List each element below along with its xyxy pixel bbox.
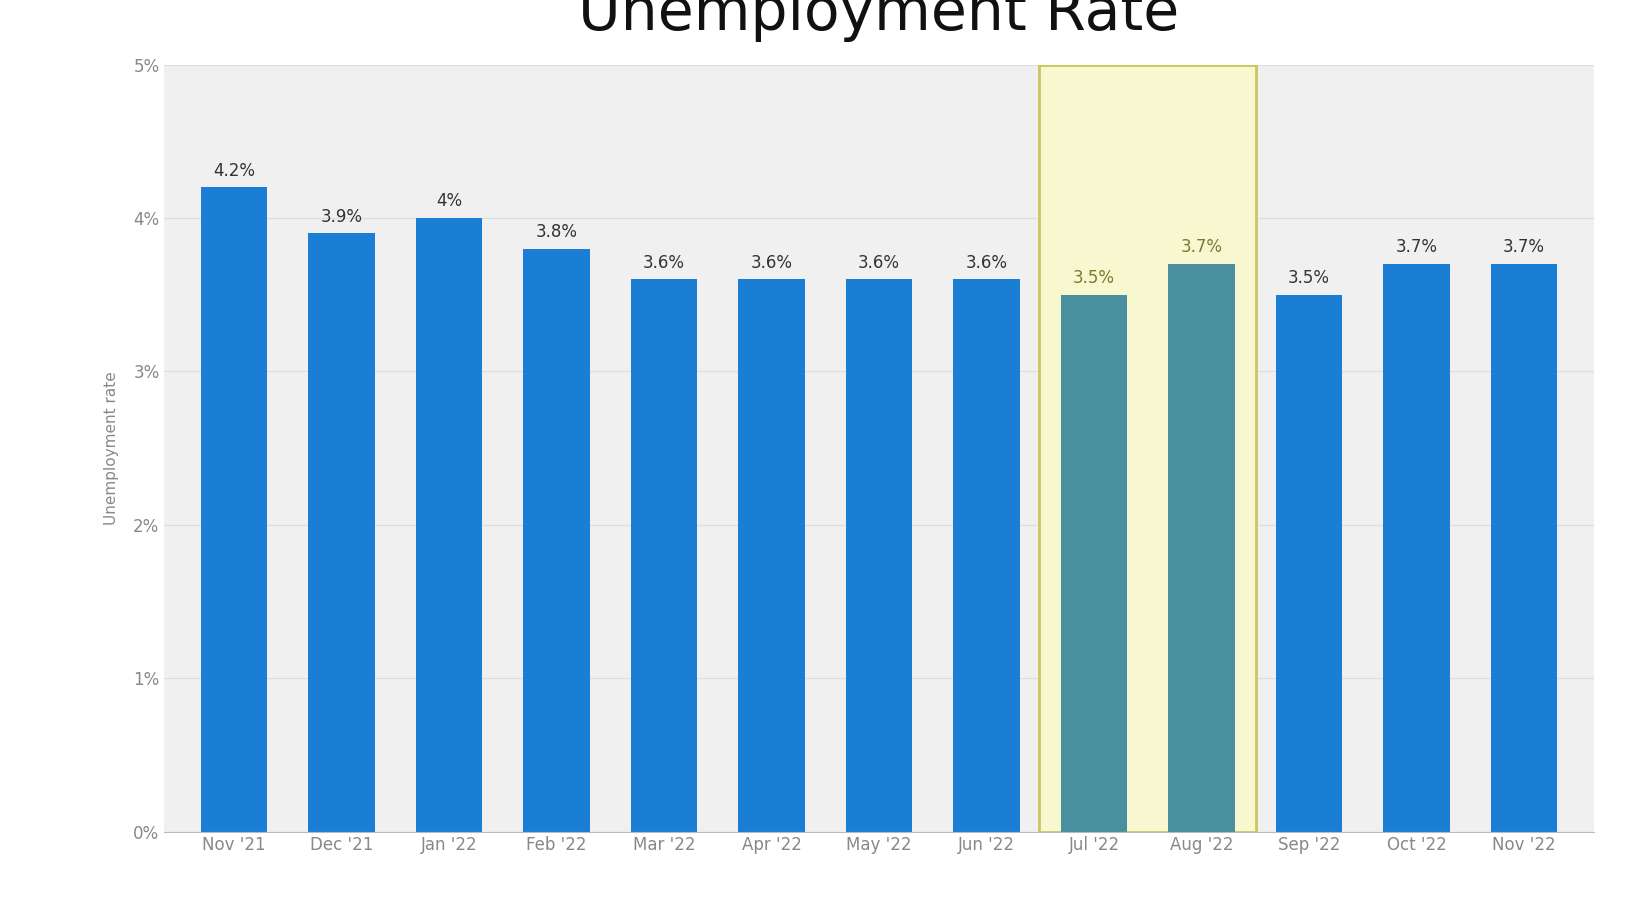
Bar: [200, 188, 268, 832]
Bar: [1490, 264, 1558, 832]
Text: 4%: 4%: [435, 192, 462, 211]
Title: Unemployment Rate: Unemployment Rate: [578, 0, 1180, 42]
Text: 3.6%: 3.6%: [966, 254, 1007, 272]
Text: 3.7%: 3.7%: [1180, 238, 1222, 256]
Text: 3.7%: 3.7%: [1395, 238, 1438, 256]
Bar: [1038, 65, 1257, 832]
Bar: [1061, 295, 1127, 832]
Bar: [416, 218, 483, 832]
Text: 3.9%: 3.9%: [320, 208, 363, 225]
Y-axis label: Unemployment rate: Unemployment rate: [104, 371, 120, 525]
Text: 3.5%: 3.5%: [1073, 269, 1116, 287]
Bar: [631, 279, 697, 832]
Text: 3.6%: 3.6%: [642, 254, 685, 272]
Text: 4.2%: 4.2%: [214, 162, 255, 179]
Bar: [1383, 264, 1449, 832]
Bar: [1168, 264, 1236, 832]
Bar: [846, 279, 912, 832]
Text: 3.8%: 3.8%: [536, 223, 578, 241]
Bar: [522, 249, 590, 832]
Bar: [738, 279, 805, 832]
Bar: [309, 234, 375, 832]
Text: 3.5%: 3.5%: [1288, 269, 1329, 287]
Bar: [1275, 295, 1342, 832]
Text: 3.7%: 3.7%: [1503, 238, 1544, 256]
Text: 3.6%: 3.6%: [751, 254, 792, 272]
Bar: [953, 279, 1020, 832]
Text: 3.6%: 3.6%: [858, 254, 900, 272]
